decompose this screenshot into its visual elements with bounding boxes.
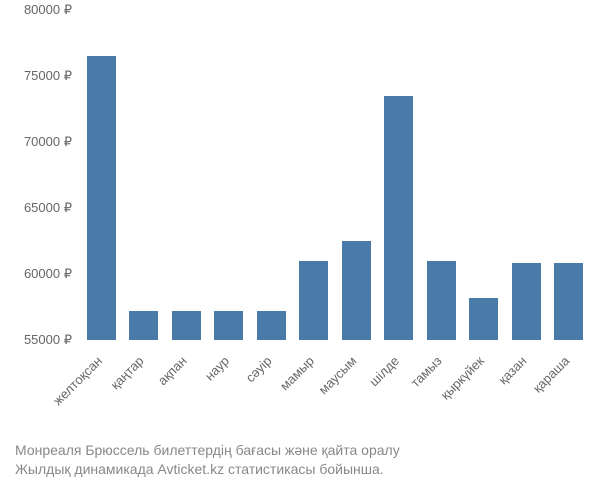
x-tick-label: қазан bbox=[496, 353, 530, 387]
y-axis: 55000 ₽60000 ₽65000 ₽70000 ₽75000 ₽80000… bbox=[0, 10, 80, 340]
bar bbox=[512, 263, 541, 340]
y-tick-label: 55000 ₽ bbox=[24, 332, 72, 348]
y-tick-label: 80000 ₽ bbox=[24, 2, 72, 18]
y-tick-label: 65000 ₽ bbox=[24, 200, 72, 216]
bar bbox=[129, 311, 158, 340]
bar bbox=[469, 298, 498, 340]
bar bbox=[427, 261, 456, 340]
bar bbox=[554, 263, 583, 340]
bar bbox=[342, 241, 371, 340]
x-tick-label: желтоқсан bbox=[50, 353, 105, 408]
bar bbox=[172, 311, 201, 340]
y-tick-label: 60000 ₽ bbox=[24, 266, 72, 282]
x-tick-label: қыркүйек bbox=[438, 353, 487, 402]
y-tick-label: 70000 ₽ bbox=[24, 134, 72, 150]
bar bbox=[214, 311, 243, 340]
x-tick-label: сәуір bbox=[242, 353, 274, 385]
plot-area bbox=[80, 10, 590, 340]
bar bbox=[87, 56, 116, 340]
x-tick-label: ақпан bbox=[155, 353, 190, 388]
caption-line1: Монреаля Брюссель билеттердің бағасы жән… bbox=[15, 441, 400, 461]
caption-line2: Жылдық динамикада Avticket.kz статистика… bbox=[15, 460, 400, 480]
y-tick-label: 75000 ₽ bbox=[24, 68, 72, 84]
chart-plot bbox=[80, 10, 590, 340]
x-tick-label: қаңтар bbox=[108, 353, 147, 392]
bar bbox=[384, 96, 413, 340]
x-tick-label: шілде bbox=[366, 353, 402, 389]
x-tick-label: қараша bbox=[530, 353, 572, 395]
x-tick-label: тамыз bbox=[408, 353, 445, 390]
x-tick-label: маусым bbox=[316, 353, 360, 397]
bar bbox=[299, 261, 328, 340]
x-tick-label: мамыр bbox=[277, 353, 317, 393]
bar bbox=[257, 311, 286, 340]
x-tick-label: наур bbox=[202, 353, 232, 383]
chart-caption: Монреаля Брюссель билеттердің бағасы жән… bbox=[15, 441, 400, 480]
x-axis-labels: желтоқсанқаңтарақпаннаурсәуірмамырмаусым… bbox=[80, 345, 590, 435]
